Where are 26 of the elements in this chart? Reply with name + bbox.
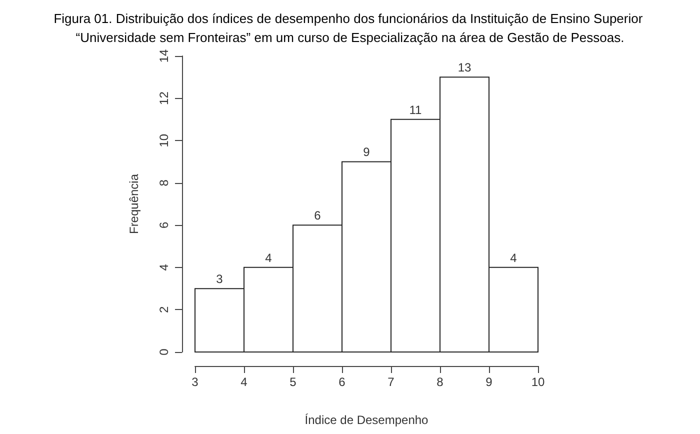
x-tick-label: 8 xyxy=(436,375,444,389)
x-tick-label: 7 xyxy=(388,375,395,389)
x-tick-label: 10 xyxy=(531,375,545,389)
x-axis-title: Índice de Desempenho xyxy=(304,413,429,427)
y-tick-label: 14 xyxy=(157,49,171,63)
data-label: 6 xyxy=(314,208,322,223)
x-tick-label: 5 xyxy=(290,375,297,389)
y-tick-label: 0 xyxy=(157,348,171,356)
data-label: 4 xyxy=(265,250,272,265)
chart-title: Figura 01. Distribuição dos índices de desempenho dos funcionários da Instituição de Ensino Superior “Universidade sem Fronteiras” em um curso de Especialização na área de Gestão de Pessoas. xyxy=(54,11,646,45)
y-tick-label: 8 xyxy=(157,179,171,186)
x-tick-label: 6 xyxy=(338,375,346,389)
x-tick-label: 9 xyxy=(486,375,493,389)
y-tick-label: 2 xyxy=(157,306,171,314)
data-label: 13 xyxy=(458,60,472,75)
y-tick-label: 6 xyxy=(157,221,171,228)
data-label: 11 xyxy=(409,102,422,117)
x-tick-label: 4 xyxy=(240,375,248,389)
y-axis-title: Frequência xyxy=(127,174,141,234)
x-tick-label: 3 xyxy=(192,375,199,389)
data-label: 3 xyxy=(216,272,224,286)
y-tick-label: 4 xyxy=(157,264,171,271)
y-tick-label: 10 xyxy=(157,134,171,148)
data-label: 9 xyxy=(363,145,370,160)
data-label: 4 xyxy=(510,250,518,265)
y-tick-label: 12 xyxy=(157,91,171,105)
